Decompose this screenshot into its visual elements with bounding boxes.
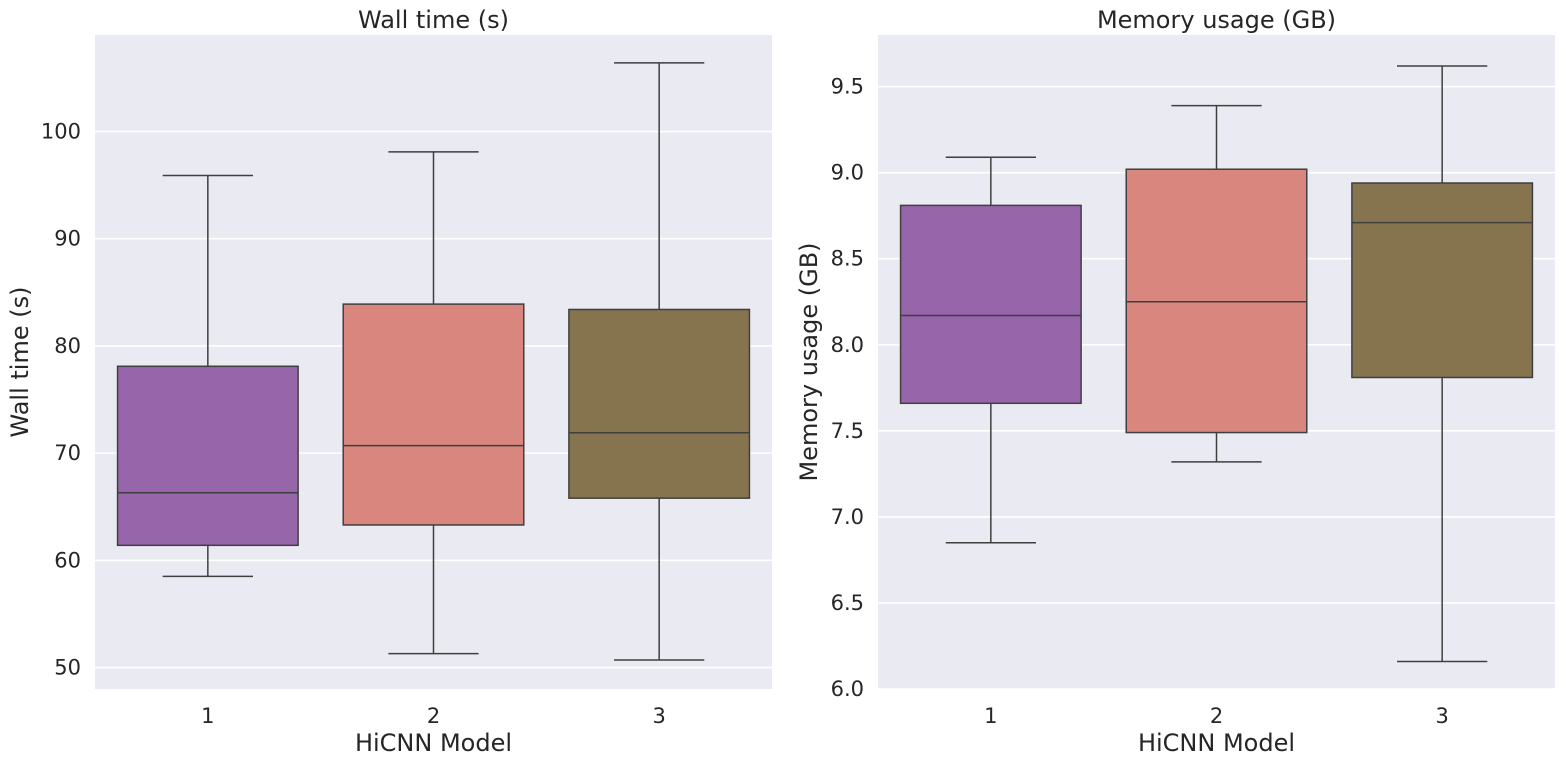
memory-usage-iqr-box-1 — [899, 204, 1082, 405]
memory-usage-box-3 — [1351, 65, 1534, 663]
wall-time-box-1 — [116, 174, 299, 578]
wall-time-iqr-box-2 — [342, 303, 525, 526]
wall-time-box-2 — [342, 151, 525, 655]
memory-usage-x-axis-label: HiCNN Model — [1138, 729, 1295, 757]
wall-time-panel: 50 60 70 80 90 100 1 2 3 Wall time (s) HiCNN Mo… — [6, 6, 772, 757]
wall-time-iqr-box-1 — [116, 365, 299, 547]
wall-time-x-tick-label-0: 1 — [201, 704, 214, 728]
wall-time-y-tick-label-3: 80 — [54, 334, 81, 358]
wall-time-box-3 — [568, 62, 751, 661]
wall-time-y-axis-label: Wall time (s) — [6, 287, 34, 438]
wall-time-y-tick-label-0: 50 — [54, 656, 81, 680]
memory-usage-y-tick-label-4: 8.0 — [831, 333, 864, 357]
memory-usage-boxes — [899, 65, 1534, 663]
memory-usage-y-tick-label-5: 8.5 — [831, 247, 864, 271]
memory-usage-box-1 — [899, 156, 1082, 544]
memory-usage-y-tick-label-6: 9.0 — [831, 161, 864, 185]
wall-time-x-tick-label-1: 2 — [427, 704, 440, 728]
memory-usage-title: Memory usage (GB) — [1097, 6, 1336, 34]
memory-usage-y-tick-label-2: 7.0 — [831, 505, 864, 529]
memory-usage-y-tick-label-3: 7.5 — [831, 419, 864, 443]
memory-usage-x-tick-label-2: 3 — [1435, 704, 1448, 728]
wall-time-x-axis-label: HiCNN Model — [355, 729, 512, 757]
memory-usage-x-ticks: 1 2 3 — [984, 704, 1449, 728]
memory-usage-y-axis-label: Memory usage (GB) — [795, 242, 823, 481]
wall-time-x-tick-label-2: 3 — [652, 704, 665, 728]
wall-time-title: Wall time (s) — [358, 6, 509, 34]
wall-time-y-tick-label-4: 90 — [54, 227, 81, 251]
memory-usage-y-tick-label-0: 6.0 — [831, 677, 864, 701]
memory-usage-x-tick-label-1: 2 — [1210, 704, 1223, 728]
wall-time-y-tick-label-5: 100 — [41, 119, 81, 143]
memory-usage-box-2 — [1125, 104, 1308, 463]
memory-usage-x-tick-label-0: 1 — [984, 704, 997, 728]
wall-time-y-tick-label-1: 60 — [54, 548, 81, 572]
memory-usage-iqr-box-2 — [1125, 168, 1308, 434]
wall-time-y-tick-label-2: 70 — [54, 441, 81, 465]
memory-usage-panel: 6.0 6.5 7.0 7.5 8.0 8.5 9.0 9.5 1 2 3 Memory usag… — [795, 6, 1555, 757]
memory-usage-y-tick-label-1: 6.5 — [831, 591, 864, 615]
memory-usage-iqr-box-3 — [1351, 182, 1534, 379]
wall-time-boxes — [116, 62, 751, 661]
wall-time-y-ticks: 50 60 70 80 90 100 — [41, 119, 81, 679]
wall-time-x-ticks: 1 2 3 — [201, 704, 666, 728]
memory-usage-y-tick-label-7: 9.5 — [831, 75, 864, 99]
wall-time-iqr-box-3 — [568, 308, 751, 499]
memory-usage-y-ticks: 6.0 6.5 7.0 7.5 8.0 8.5 9.0 9.5 — [831, 75, 864, 701]
